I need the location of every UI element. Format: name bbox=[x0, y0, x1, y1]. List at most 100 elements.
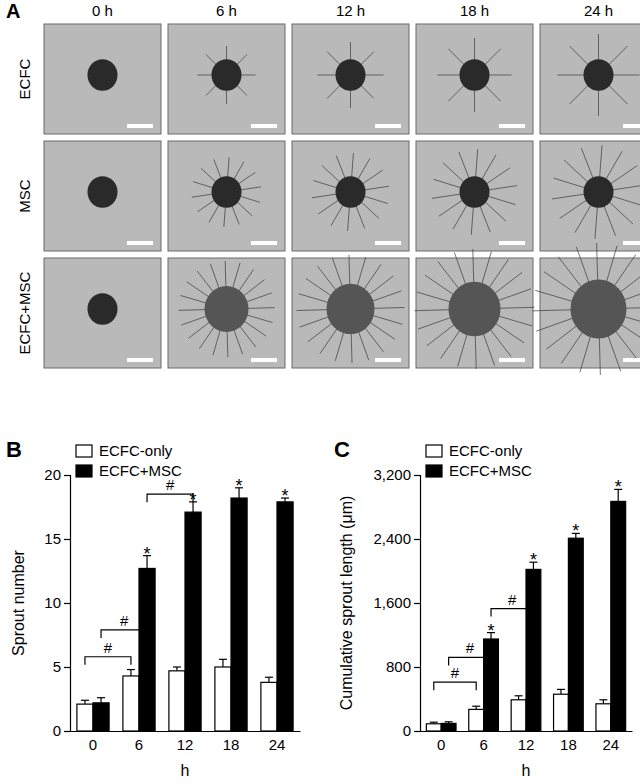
y-tick: 2,400 bbox=[373, 530, 420, 547]
micrograph bbox=[540, 141, 640, 251]
significance-star: * bbox=[144, 544, 151, 564]
sprout bbox=[244, 307, 274, 309]
sprout bbox=[336, 156, 346, 181]
sprout bbox=[427, 322, 458, 346]
column-label: 18 h bbox=[460, 2, 489, 19]
legend: ECFC-onlyECFC+MSC bbox=[76, 442, 182, 479]
legend-label: ECFC-only bbox=[99, 442, 173, 459]
micrograph-background bbox=[540, 258, 640, 368]
legend-swatch bbox=[426, 465, 442, 477]
x-tick: 18 bbox=[560, 731, 577, 753]
micrograph bbox=[540, 24, 640, 134]
bar bbox=[139, 568, 155, 731]
error-bar-stem bbox=[100, 698, 101, 703]
sprout bbox=[438, 75, 463, 76]
row-label: MSC bbox=[16, 179, 33, 213]
x-tick: 0 bbox=[89, 731, 97, 753]
x-tick-label: 18 bbox=[560, 736, 577, 753]
spheroid bbox=[571, 280, 627, 339]
sprout bbox=[359, 200, 379, 218]
y-tick: 15 bbox=[44, 530, 70, 547]
sprout bbox=[491, 272, 522, 296]
bar bbox=[554, 694, 569, 731]
x-tick: 24 bbox=[269, 731, 286, 753]
sprout bbox=[554, 178, 587, 188]
x-tick: 6 bbox=[479, 731, 487, 753]
micrograph-background bbox=[168, 258, 285, 368]
chart: 0510152006121824###****ECFC-onlyECFC+MSC… bbox=[6, 437, 301, 779]
error-bar bbox=[472, 706, 480, 709]
significance-star: * bbox=[572, 521, 579, 541]
scale-bar bbox=[251, 124, 277, 128]
micrograph-background bbox=[168, 141, 285, 251]
scale-bar bbox=[499, 241, 525, 245]
bar bbox=[441, 723, 456, 731]
bar bbox=[426, 724, 441, 731]
sprout bbox=[481, 155, 497, 182]
sprout bbox=[238, 196, 260, 203]
sprout bbox=[535, 290, 577, 302]
sprout bbox=[487, 75, 512, 76]
sprout bbox=[595, 204, 598, 239]
y-tick: 20 bbox=[44, 466, 70, 483]
micrograph bbox=[533, 243, 640, 375]
sprout bbox=[243, 314, 272, 323]
scale-bar bbox=[127, 241, 153, 245]
error-bar bbox=[81, 700, 89, 704]
micrograph-background bbox=[292, 24, 409, 134]
micrograph bbox=[168, 258, 285, 368]
sprout bbox=[448, 49, 466, 67]
y-tick: 10 bbox=[44, 594, 70, 611]
sprout bbox=[575, 202, 593, 232]
y-tick: 3,200 bbox=[373, 466, 420, 483]
significance-bracket bbox=[434, 682, 476, 690]
micrograph bbox=[292, 141, 409, 251]
error-bar-cap bbox=[97, 697, 105, 698]
micrograph-background bbox=[44, 24, 161, 134]
sprout bbox=[552, 194, 587, 199]
significance-hash: # bbox=[120, 612, 129, 629]
error-bar-cap bbox=[81, 700, 89, 701]
significance-hash: # bbox=[104, 639, 113, 656]
error-bar bbox=[219, 659, 227, 667]
x-tick-label: 0 bbox=[89, 736, 97, 753]
y-tick: 0 bbox=[403, 722, 420, 739]
x-tick-label: 12 bbox=[177, 736, 194, 753]
legend-swatch bbox=[426, 445, 442, 457]
sprout bbox=[235, 200, 252, 216]
error-bar bbox=[445, 722, 453, 724]
significance-hash: # bbox=[451, 664, 460, 681]
y-tick-mark bbox=[414, 731, 420, 732]
error-bar-stem bbox=[268, 677, 269, 682]
sprout bbox=[611, 255, 636, 291]
sprout bbox=[459, 152, 470, 181]
significance-hash: # bbox=[508, 591, 517, 608]
legend: ECFC-onlyECFC+MSC bbox=[426, 442, 532, 479]
sprout bbox=[198, 199, 217, 212]
bar bbox=[484, 639, 499, 731]
sprout bbox=[560, 199, 589, 219]
sprout bbox=[570, 83, 591, 104]
micrograph bbox=[292, 255, 409, 368]
legend-label: ECFC+MSC bbox=[449, 462, 532, 479]
x-tick: 12 bbox=[518, 731, 535, 753]
x-tick: 18 bbox=[223, 731, 240, 753]
y-tick-mark bbox=[64, 603, 70, 604]
sprout bbox=[181, 315, 210, 325]
y-tick: 0 bbox=[53, 722, 70, 739]
sprout bbox=[607, 46, 628, 67]
spheroid bbox=[88, 59, 118, 91]
error-bar-cap bbox=[445, 721, 453, 722]
y-tick-label: 1,600 bbox=[373, 594, 411, 611]
x-tick-label: 6 bbox=[479, 736, 487, 753]
error-bar-stem bbox=[560, 689, 561, 694]
micrograph-background bbox=[44, 258, 161, 368]
y-tick-mark bbox=[64, 475, 70, 476]
micrograph-background bbox=[44, 141, 161, 251]
scale-bar bbox=[251, 358, 277, 362]
bar bbox=[568, 538, 583, 731]
error-bar bbox=[430, 722, 438, 724]
bar bbox=[469, 709, 484, 731]
sprout bbox=[369, 314, 402, 324]
error-bar-cap bbox=[515, 695, 523, 696]
